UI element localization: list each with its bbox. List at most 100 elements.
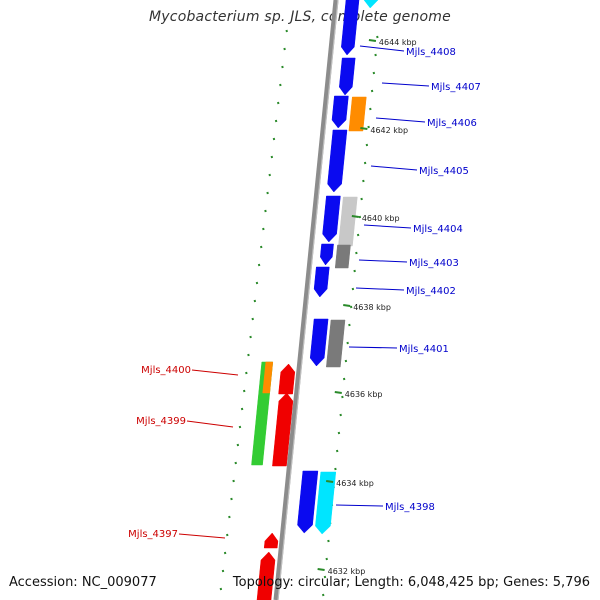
- ring-dot: [276, 101, 280, 105]
- ring-dot: [251, 317, 254, 321]
- backbone-highlight: [277, 0, 339, 600]
- ring-dot: [270, 155, 274, 159]
- leader-line: [358, 259, 408, 263]
- ring-dot: [372, 71, 376, 75]
- tick-mark: [326, 480, 334, 483]
- tick-mark: [351, 215, 359, 218]
- ring-dot: [363, 161, 367, 165]
- tick-label: 4636 kbp: [345, 390, 383, 399]
- ring-dot: [285, 29, 288, 33]
- ring-dot: [274, 119, 278, 123]
- gene-arrow-cyan[interactable]: [315, 471, 337, 535]
- gene-arrow-dark_gray[interactable]: [334, 244, 351, 269]
- gene-label-right[interactable]: Mjls_4406: [427, 118, 477, 129]
- leader-line: [191, 369, 239, 376]
- ring-dot: [344, 359, 348, 363]
- gene-label-right[interactable]: Mjls_4402: [406, 286, 456, 297]
- tick-label: 4640 kbp: [362, 214, 400, 223]
- map-title: Mycobacterium sp. JLS, complete genome: [149, 9, 451, 25]
- genes: [251, 0, 379, 600]
- gene-arrow-blue[interactable]: [331, 95, 349, 129]
- ring-dot: [279, 83, 282, 87]
- leader-line: [348, 346, 398, 349]
- gene-arrow-cyan[interactable]: [363, 0, 379, 9]
- gene-label-right[interactable]: Mjls_4398: [385, 502, 435, 513]
- gene-arrow-blue[interactable]: [313, 266, 330, 298]
- gene-arrow-blue[interactable]: [322, 195, 341, 243]
- gene-arrow-blue[interactable]: [339, 57, 356, 96]
- leader-line: [375, 117, 426, 123]
- ring-dots: [219, 29, 379, 597]
- gene-arrow-orange[interactable]: [262, 361, 274, 394]
- tick-label: 4644 kbp: [379, 38, 417, 47]
- ring-dot: [369, 107, 372, 111]
- gene-label-left[interactable]: Mjls_4399: [136, 416, 186, 427]
- ring-dot: [365, 143, 369, 147]
- ring-dot: [341, 395, 344, 399]
- gene-label-right[interactable]: Mjls_4408: [406, 47, 456, 58]
- ring-dot: [376, 35, 379, 39]
- ring-dot: [260, 245, 263, 249]
- ring-dot: [238, 425, 242, 429]
- gene-arrow-blue[interactable]: [341, 0, 360, 56]
- ring-dot: [283, 47, 286, 51]
- tick-label: 4638 kbp: [353, 303, 391, 312]
- ring-dot: [253, 299, 257, 303]
- tick-mark: [334, 391, 342, 394]
- accession-label: Accession: NC_009077: [9, 575, 157, 590]
- gene-arrow-blue[interactable]: [327, 129, 348, 193]
- gene-label-right[interactable]: Mjls_4401: [399, 344, 449, 355]
- gene-label-left[interactable]: Mjls_4397: [128, 529, 178, 540]
- gene-arrow-blue[interactable]: [320, 243, 334, 266]
- ring-dot: [266, 191, 269, 195]
- ring-dot: [348, 323, 351, 327]
- gene-arrow-light_gray[interactable]: [338, 196, 358, 247]
- tick-mark: [360, 127, 368, 130]
- gene-arrow-red[interactable]: [263, 532, 279, 549]
- backbone: [273, 0, 339, 600]
- ring-dot: [232, 479, 235, 483]
- gene-label-right[interactable]: Mjls_4404: [413, 224, 463, 235]
- gene-labels: Mjls_4408 Mjls_4407 Mjls_4406 Mjls_4405 Mjls…: [128, 45, 481, 540]
- ring-dot: [223, 551, 227, 555]
- gene-label-right[interactable]: Mjls_4407: [431, 82, 481, 93]
- gene-arrow-red[interactable]: [256, 551, 276, 600]
- ring-dot: [268, 173, 271, 177]
- ring-dot: [367, 125, 370, 129]
- ring-dot: [234, 461, 237, 465]
- ring-dot: [281, 65, 284, 69]
- gene-arrow-blue[interactable]: [309, 318, 329, 367]
- leader-line: [370, 165, 418, 171]
- gene-label-right[interactable]: Mjls_4403: [409, 258, 459, 269]
- tick-mark: [343, 304, 351, 307]
- gene-arrow-dark_gray[interactable]: [326, 319, 346, 368]
- leader-line: [186, 420, 234, 428]
- ring-dot: [360, 197, 363, 201]
- gene-arrow-orange[interactable]: [348, 96, 367, 132]
- ring-dot: [245, 371, 248, 375]
- gene-arrow-red[interactable]: [278, 363, 296, 395]
- leader-line: [381, 82, 430, 87]
- ring-dot: [353, 269, 356, 273]
- topology-summary: Topology: circular; Length: 6,048,425 bp…: [232, 575, 590, 590]
- ring-dot: [226, 533, 229, 537]
- tick-label: 4642 kbp: [370, 126, 408, 135]
- ring-dot: [335, 449, 339, 453]
- ring-dot: [358, 215, 362, 219]
- gene-label-right[interactable]: Mjls_4405: [419, 166, 469, 177]
- leader-line: [178, 533, 226, 539]
- ring-dot: [339, 413, 342, 417]
- gene-label-left[interactable]: Mjls_4400: [141, 365, 191, 376]
- ring-dot: [355, 251, 358, 255]
- ring-dot: [221, 569, 225, 573]
- gene-arrow-blue[interactable]: [297, 470, 319, 534]
- backbone-line: [273, 0, 339, 600]
- ring-dot: [257, 263, 261, 267]
- tick-mark: [317, 568, 325, 571]
- ring-dot: [342, 377, 346, 381]
- ring-dot: [219, 587, 223, 591]
- gene-arrow-red[interactable]: [272, 392, 294, 467]
- leader-line: [355, 287, 405, 291]
- ring-dot: [323, 575, 327, 579]
